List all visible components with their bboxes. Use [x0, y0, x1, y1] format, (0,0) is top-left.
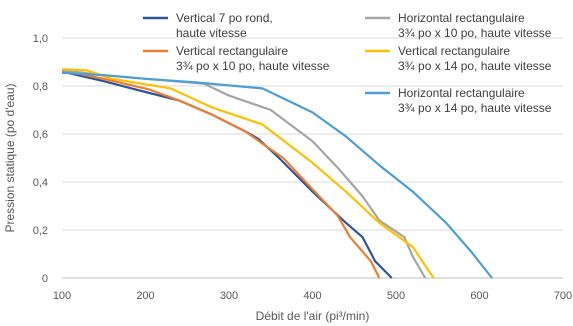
- x-tick-label: 400: [303, 290, 321, 302]
- legend-label: Horizontal rectangulaire: [398, 86, 525, 100]
- y-axis-title: Pression statique (po d'eau): [3, 83, 17, 232]
- y-tick-label: 0,6: [33, 129, 48, 141]
- series-line-5: [61, 71, 493, 279]
- series-line-1: [61, 70, 393, 279]
- y-tick-labels: 0 0,2 0,4 0,6 0,8 1,0: [33, 33, 48, 285]
- x-tick-labels: 100 200 300 400 500 600 700: [53, 290, 572, 302]
- legend-entry-1: Vertical 7 po rond,haute vitesse: [143, 11, 273, 40]
- x-tick-label: 500: [387, 290, 405, 302]
- y-tick-label: 0,4: [33, 177, 48, 189]
- legend: Vertical 7 po rond,haute vitesseVertical…: [143, 11, 552, 115]
- x-tick-label: 300: [220, 290, 238, 302]
- x-tick-label: 200: [136, 290, 154, 302]
- gridlines: [62, 37, 563, 279]
- legend-label: 3¾ po x 10 po, haute vitesse: [176, 59, 330, 73]
- series-line-2: [61, 69, 381, 279]
- legend-label: 3¾ po x 14 po, haute vitesse: [398, 59, 552, 73]
- y-tick-label: 1,0: [33, 33, 48, 45]
- legend-label: haute vitesse: [176, 26, 247, 40]
- x-axis-title: Débit de l'air (pi³/min): [256, 309, 370, 323]
- x-tick-label: 100: [53, 290, 71, 302]
- legend-label: 3¾ po x 10 po, haute vitesse: [398, 26, 552, 40]
- x-tick-label: 700: [554, 290, 572, 302]
- y-tick-label: 0,8: [33, 81, 48, 93]
- x-tick-label: 600: [470, 290, 488, 302]
- legend-label: Vertical rectangulaire: [398, 44, 510, 58]
- y-tick-label: 0: [42, 273, 48, 285]
- y-tick-label: 0,2: [33, 225, 48, 237]
- series-line-4: [61, 68, 435, 279]
- series-group: [61, 68, 493, 279]
- legend-label: Vertical rectangulaire: [176, 44, 288, 58]
- series-line-3: [61, 69, 427, 279]
- legend-label: Horizontal rectangulaire: [398, 11, 525, 25]
- legend-label: Vertical 7 po rond,: [176, 11, 273, 25]
- legend-label: 3¾ po x 14 po, haute vitesse: [398, 101, 552, 115]
